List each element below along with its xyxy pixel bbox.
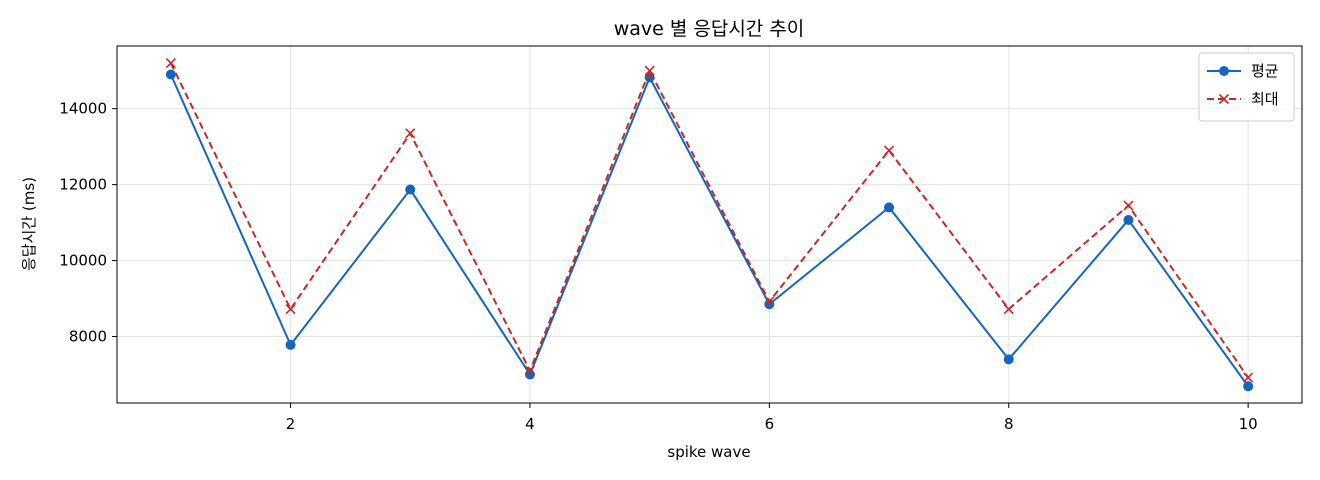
x-tick-label: 10 <box>1239 415 1258 433</box>
legend-label: 최대 <box>1251 90 1279 108</box>
data-point <box>524 369 535 380</box>
plot-area-frame <box>116 45 1303 404</box>
grid-lines <box>117 46 1302 403</box>
y-tick-label: 12000 <box>59 176 107 194</box>
legend-item: 평균 <box>1207 62 1279 80</box>
legend-item: 최대 <box>1207 90 1279 108</box>
x-tick-label: 4 <box>525 415 535 433</box>
data-point <box>285 304 296 315</box>
x-tick-label: 6 <box>765 415 775 433</box>
data-point <box>524 365 536 376</box>
x-axis-ticks: 2 4 6 8 10 <box>286 403 1258 433</box>
x-tick-label: 2 <box>286 415 296 433</box>
data-point <box>764 296 775 307</box>
y-tick-label: 14000 <box>59 100 107 118</box>
series-line <box>169 74 1249 387</box>
data-point <box>1003 354 1014 365</box>
y-tick-label: 8000 <box>69 328 107 346</box>
legend-label: 평균 <box>1251 62 1279 80</box>
data-point <box>1243 381 1254 392</box>
y-axis-ticks: 8000 10000 12000 14000 <box>59 100 117 346</box>
data-point <box>644 65 655 76</box>
data-point <box>1123 200 1134 211</box>
data-point <box>285 339 296 350</box>
data-point <box>1123 214 1134 225</box>
data-point <box>165 58 176 69</box>
data-point <box>884 202 895 213</box>
series-layer <box>165 58 1254 392</box>
legend-box <box>1198 52 1295 122</box>
data-point <box>883 145 895 156</box>
data-point <box>1243 372 1254 383</box>
data-point <box>405 184 416 195</box>
series-1 <box>165 69 1254 392</box>
chart-title: wave 별 응답시간 추이 <box>614 18 805 40</box>
y-axis-label: 응답시간 (ms) <box>20 177 38 271</box>
legend-marker <box>1218 93 1230 105</box>
data-point <box>165 69 176 80</box>
series-2 <box>165 58 1254 383</box>
x-axis-label: spike wave <box>667 443 750 461</box>
data-point <box>1003 304 1014 315</box>
data-point <box>405 128 416 139</box>
x-tick-label: 8 <box>1004 415 1014 433</box>
y-tick-label: 10000 <box>59 252 107 270</box>
legend-marker <box>1219 66 1229 76</box>
data-point <box>764 299 775 310</box>
series-line <box>169 62 1249 379</box>
